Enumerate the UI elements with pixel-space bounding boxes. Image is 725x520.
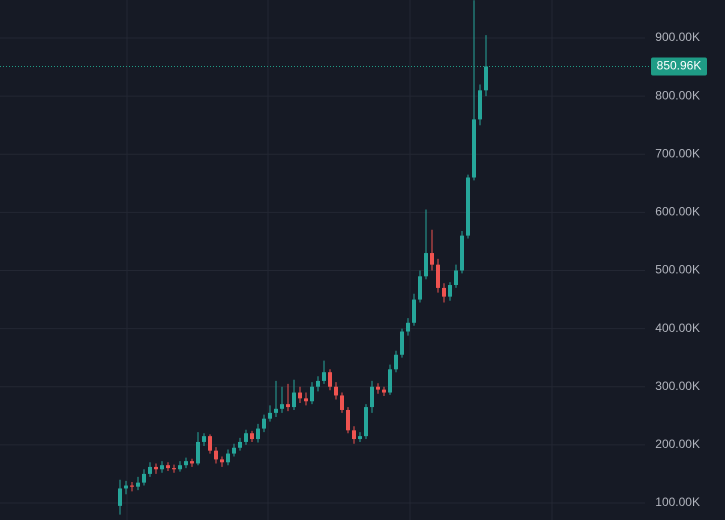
y-tick-label: 200.00K — [655, 437, 700, 451]
candle-body — [214, 450, 218, 460]
y-tick-label: 700.00K — [655, 146, 700, 160]
candle-body — [118, 488, 122, 506]
candle-body — [478, 90, 482, 120]
candle-body — [466, 177, 470, 236]
candle-body — [376, 386, 380, 390]
candle-body — [436, 264, 440, 288]
candle-body — [226, 453, 230, 463]
candle-body — [418, 276, 422, 300]
candle-body — [328, 372, 332, 387]
candle-body — [454, 270, 458, 286]
candle-body — [388, 369, 392, 393]
candle-body — [394, 354, 398, 370]
candle-body — [448, 285, 452, 297]
candle-body — [286, 404, 290, 408]
candle-body — [406, 322, 410, 332]
candle-body — [166, 465, 170, 469]
candle-body — [262, 418, 266, 429]
candle-body — [424, 253, 428, 277]
y-tick-label: 100.00K — [655, 495, 700, 509]
candle-body — [484, 66, 488, 91]
candle-body — [124, 485, 128, 489]
y-tick-label: 900.00K — [655, 30, 700, 44]
candle-body — [202, 436, 206, 442]
candle-body — [268, 412, 272, 419]
candle-body — [304, 398, 308, 402]
candle-body — [358, 436, 362, 440]
last-price-label: 850.96K — [657, 59, 702, 73]
candle-body — [352, 430, 356, 440]
candle-body — [310, 386, 314, 402]
candle-body — [280, 404, 284, 409]
candle-body — [160, 465, 164, 470]
candle-body — [472, 119, 476, 178]
candle-body — [244, 433, 248, 442]
candle-body — [196, 441, 200, 464]
candle-body — [346, 409, 350, 431]
candle-body — [316, 380, 320, 387]
candle-body — [130, 485, 134, 487]
candle-body — [442, 287, 446, 297]
candle-body — [184, 461, 188, 466]
candle-body — [232, 447, 236, 454]
candle-body — [154, 466, 158, 470]
candle-body — [364, 407, 368, 437]
candle-body — [370, 386, 374, 408]
candle-body — [322, 372, 326, 381]
candle-body — [274, 408, 278, 413]
candle-body — [256, 428, 260, 440]
candle-body — [136, 482, 140, 487]
candle-body — [172, 468, 176, 470]
candle-body — [340, 395, 344, 410]
y-tick-label: 600.00K — [655, 205, 700, 219]
y-tick-label: 300.00K — [655, 379, 700, 393]
y-tick-label: 500.00K — [655, 263, 700, 277]
candle-body — [430, 253, 434, 265]
candle-body — [148, 466, 152, 474]
candle-body — [400, 331, 404, 355]
candle-body — [190, 461, 194, 464]
candle-body — [298, 392, 302, 399]
candle-body — [178, 465, 182, 470]
candle-body — [142, 473, 146, 483]
candle-body — [220, 459, 224, 463]
y-tick-label: 400.00K — [655, 321, 700, 335]
candle-body — [292, 392, 296, 408]
candle-body — [382, 389, 386, 393]
candle-body — [460, 235, 464, 271]
candle-body — [334, 386, 338, 396]
last-price-tag — [651, 57, 707, 76]
candle-body — [412, 299, 416, 323]
candle-body — [208, 436, 212, 451]
y-tick-label: 800.00K — [655, 88, 700, 102]
candle-body — [250, 433, 254, 440]
candle-body — [238, 441, 242, 448]
